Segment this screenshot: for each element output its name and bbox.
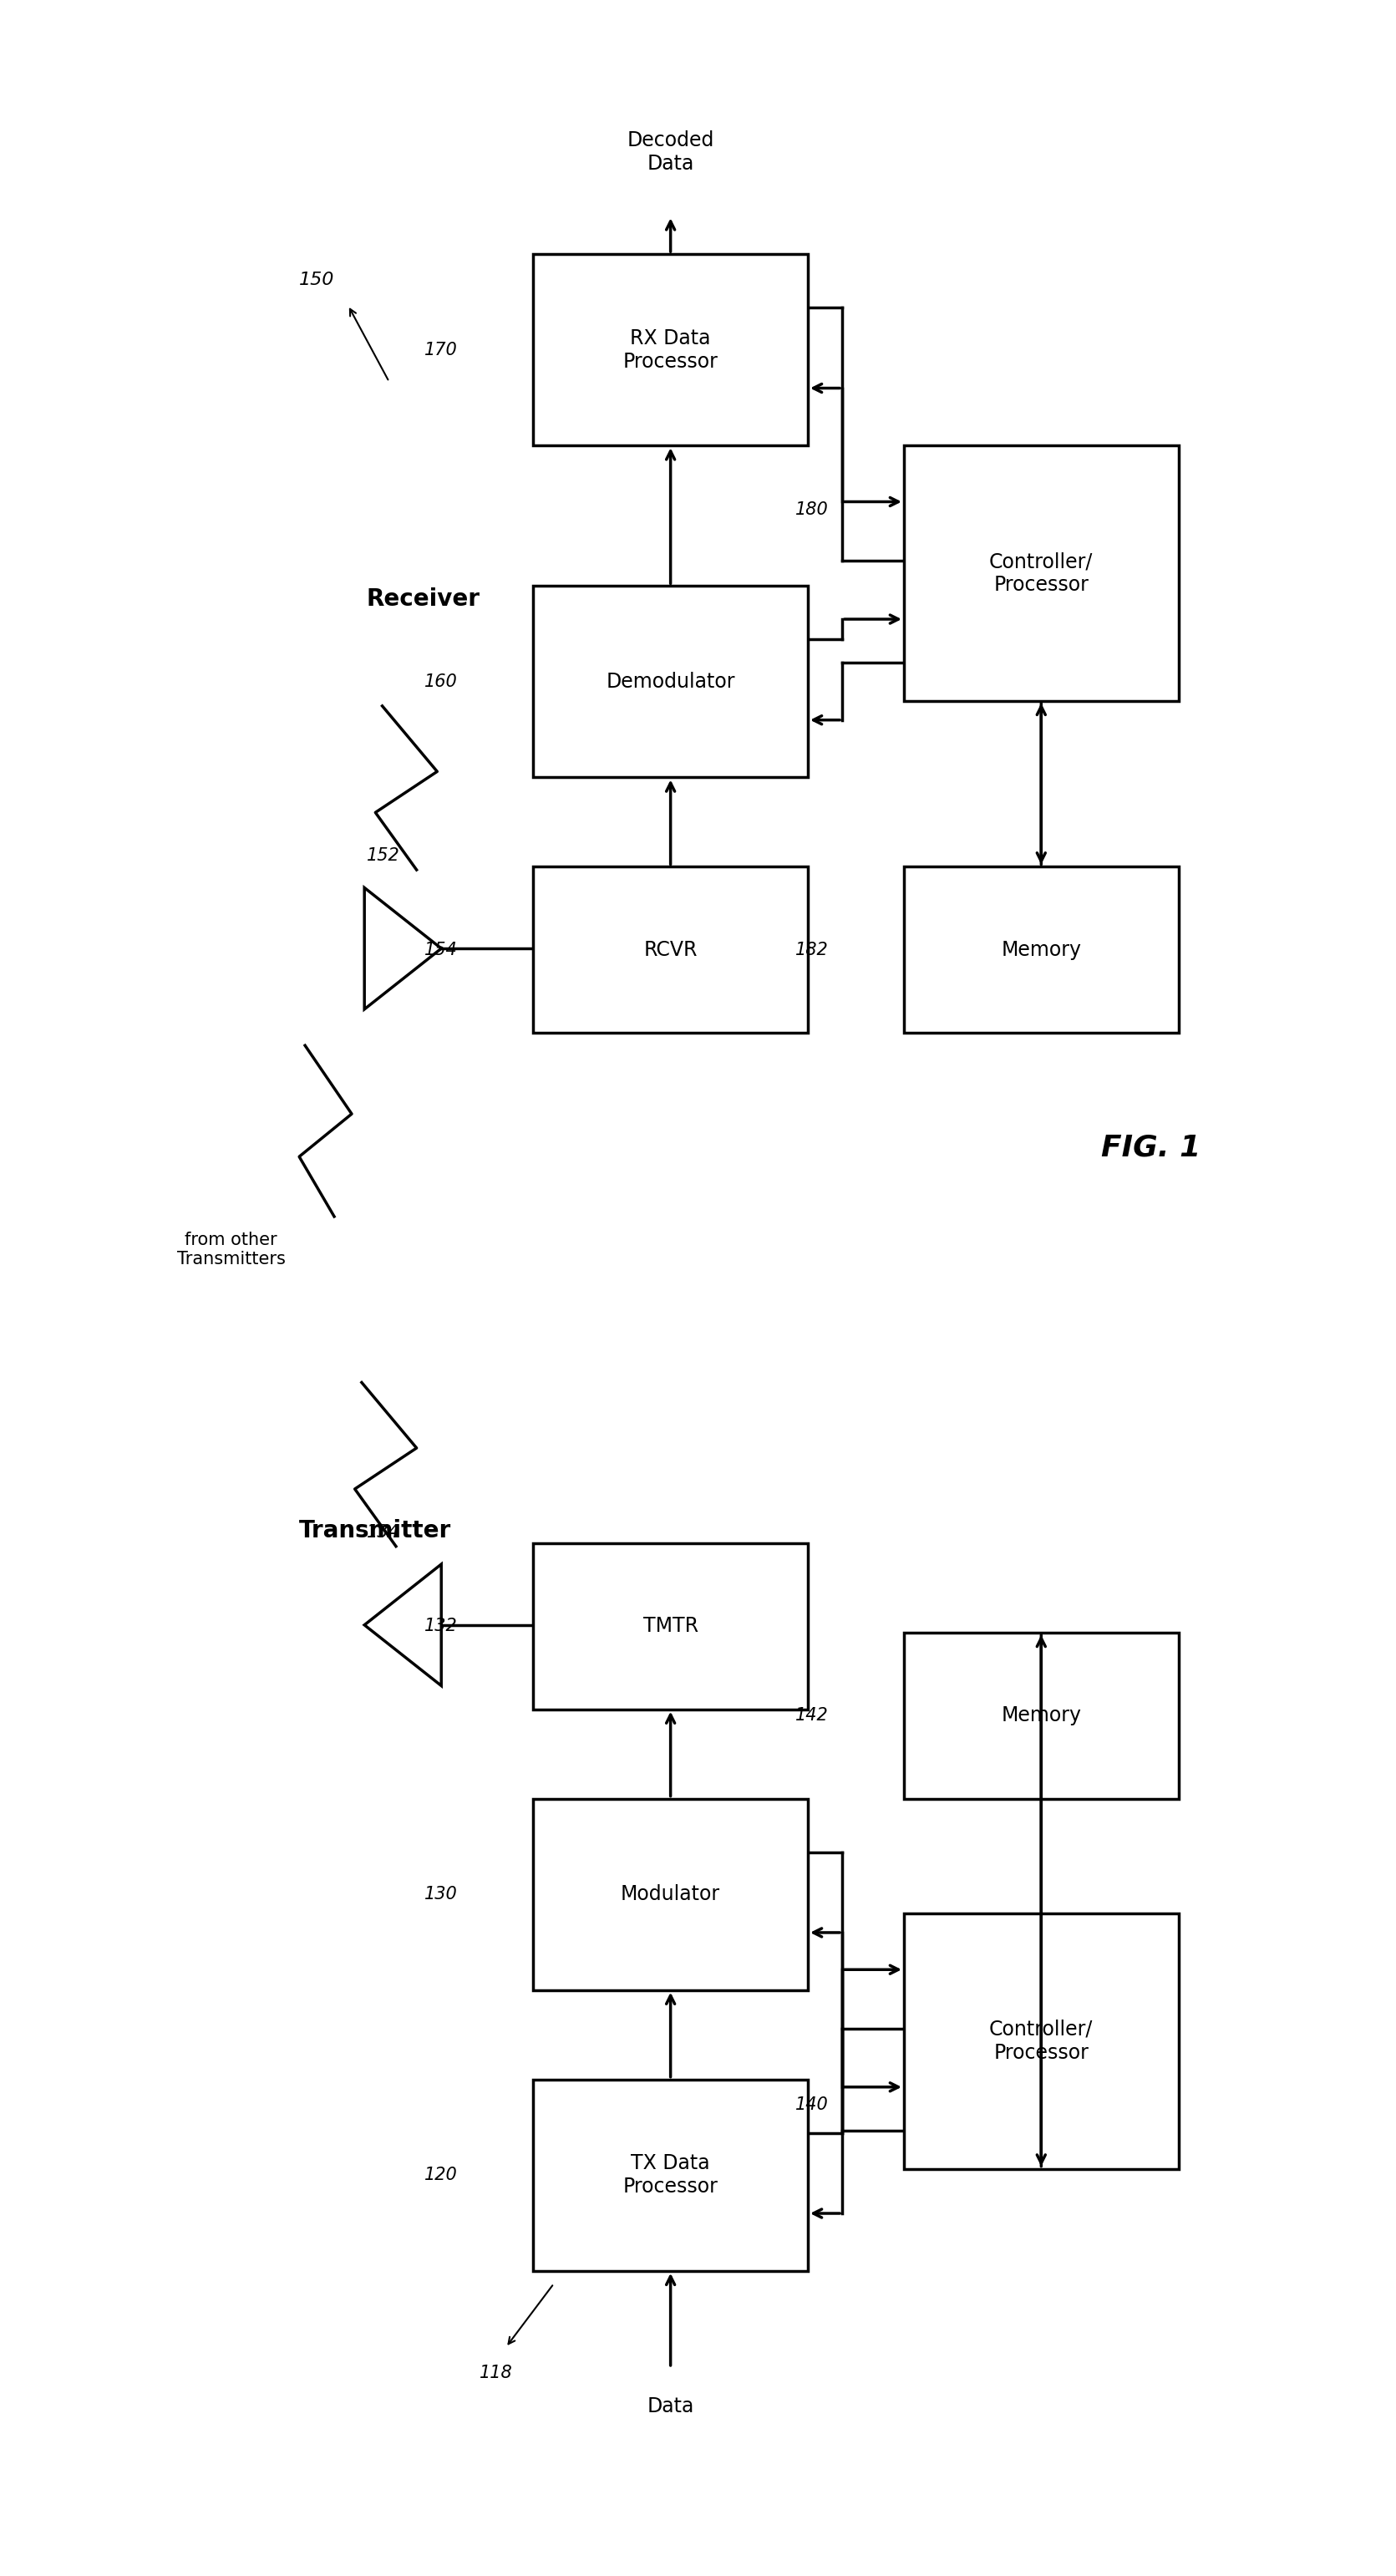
FancyBboxPatch shape xyxy=(533,255,808,446)
FancyBboxPatch shape xyxy=(533,2079,808,2272)
FancyBboxPatch shape xyxy=(533,1543,808,1710)
Text: Receiver: Receiver xyxy=(367,587,480,611)
FancyBboxPatch shape xyxy=(533,585,808,778)
Text: RCVR: RCVR xyxy=(644,940,698,961)
FancyBboxPatch shape xyxy=(905,446,1178,701)
FancyBboxPatch shape xyxy=(533,1798,808,1991)
Text: 160: 160 xyxy=(424,672,458,690)
Text: from other
Transmitters: from other Transmitters xyxy=(177,1231,286,1267)
FancyBboxPatch shape xyxy=(905,866,1178,1033)
Text: 152: 152 xyxy=(367,848,401,863)
Text: TX Data
Processor: TX Data Processor xyxy=(623,2154,718,2197)
Text: Transmitter: Transmitter xyxy=(299,1520,451,1543)
Text: Controller/
Processor: Controller/ Processor xyxy=(990,551,1093,595)
Text: 134: 134 xyxy=(367,1522,401,1540)
FancyBboxPatch shape xyxy=(905,1633,1178,1798)
Text: Demodulator: Demodulator xyxy=(606,672,736,693)
Text: Controller/
Processor: Controller/ Processor xyxy=(990,2020,1093,2063)
Text: 120: 120 xyxy=(424,2166,458,2184)
Text: 170: 170 xyxy=(424,343,458,358)
Text: Memory: Memory xyxy=(1001,940,1082,961)
Text: FIG. 1: FIG. 1 xyxy=(1101,1133,1201,1162)
Text: 130: 130 xyxy=(424,1886,458,1904)
Text: RX Data
Processor: RX Data Processor xyxy=(623,327,718,371)
FancyBboxPatch shape xyxy=(905,1914,1178,2169)
Text: 150: 150 xyxy=(299,270,334,289)
Text: TMTR: TMTR xyxy=(644,1615,698,1636)
Text: Memory: Memory xyxy=(1001,1705,1082,1726)
Text: 118: 118 xyxy=(479,2365,512,2380)
Text: 132: 132 xyxy=(424,1618,458,1636)
Text: 180: 180 xyxy=(796,502,828,518)
Polygon shape xyxy=(364,1564,441,1685)
Text: Data: Data xyxy=(646,2396,694,2416)
FancyBboxPatch shape xyxy=(533,866,808,1033)
Text: Modulator: Modulator xyxy=(621,1883,720,1904)
Polygon shape xyxy=(364,889,441,1010)
Text: Decoded
Data: Decoded Data xyxy=(627,131,715,173)
Text: 154: 154 xyxy=(424,940,458,958)
Text: 140: 140 xyxy=(796,2097,828,2112)
Text: 142: 142 xyxy=(796,1708,828,1723)
Text: 182: 182 xyxy=(796,940,828,958)
